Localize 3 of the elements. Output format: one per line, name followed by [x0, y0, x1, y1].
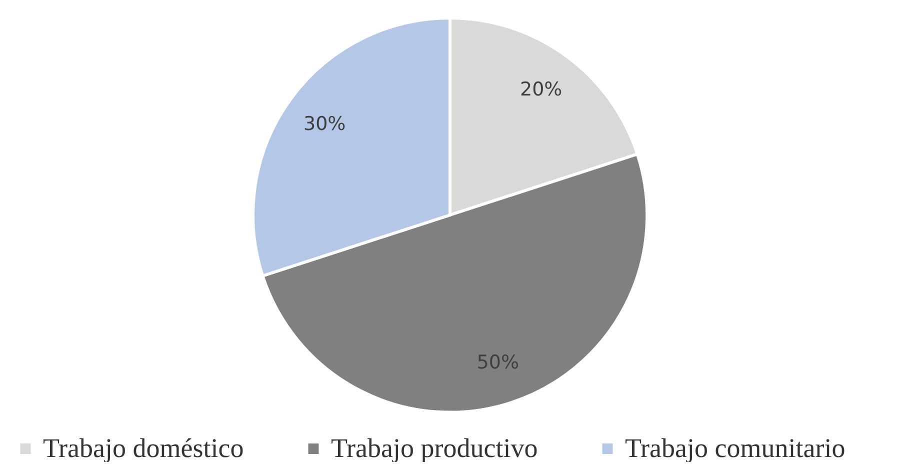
data-label: 30%: [303, 112, 346, 135]
data-label: 50%: [476, 351, 520, 374]
data-label: 20%: [520, 78, 562, 101]
